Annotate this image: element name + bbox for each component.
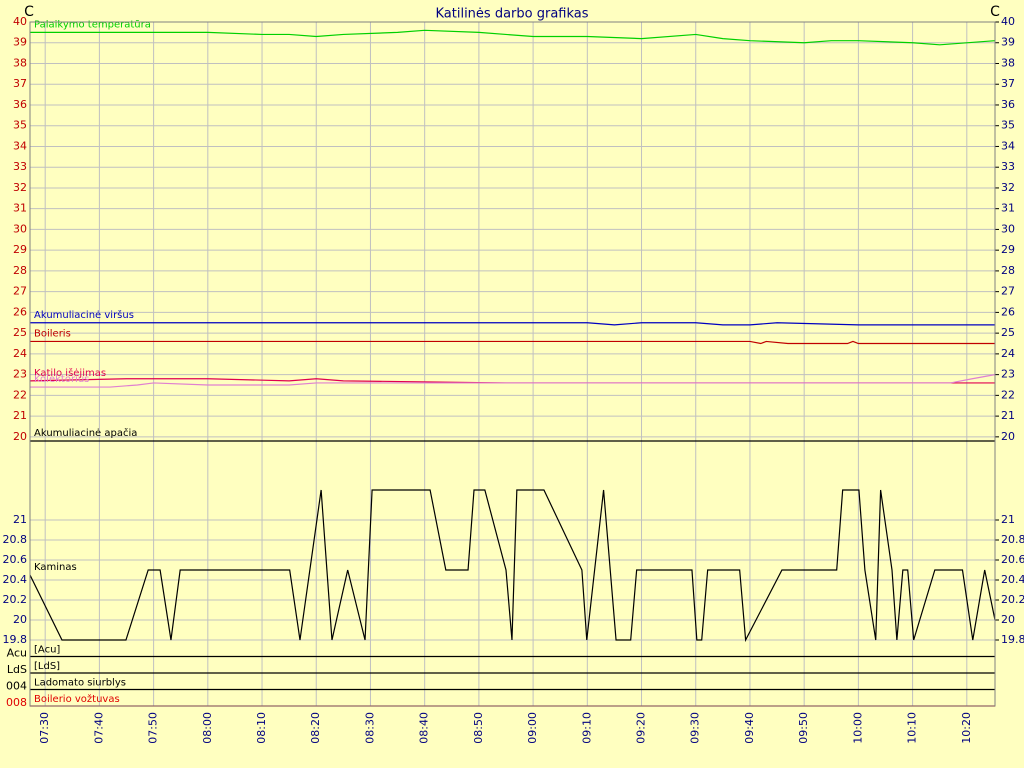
series-label: Akumuliacinė apačia — [34, 427, 137, 439]
plot-border — [29, 21, 996, 707]
y-tick-label: 30 — [13, 222, 27, 235]
row-axis-label: LdS — [7, 663, 27, 676]
y-tick-label: 21 — [13, 409, 27, 422]
x-tick-label: 08:30 — [363, 712, 376, 744]
series-label: Katilo išėjimas — [34, 367, 106, 379]
y2-tick-label: 21 — [1001, 409, 1015, 422]
y-tick-label: 33 — [13, 160, 27, 173]
y2-tick-label: 27 — [1001, 285, 1015, 298]
y-tick-label: 37 — [13, 77, 27, 90]
y-tick-label: 20 — [13, 613, 27, 626]
y2-tick-label: 23 — [1001, 368, 1015, 381]
x-tick-label: 08:20 — [309, 712, 322, 744]
x-tick-label: 08:10 — [255, 712, 268, 744]
y2-tick-label: 32 — [1001, 181, 1015, 194]
x-tick-label: 07:50 — [147, 712, 160, 744]
series-label: Boilerio vožtuvas — [34, 693, 120, 705]
x-tick-label: 09:50 — [797, 712, 810, 744]
series-label: Kaminas — [34, 562, 77, 573]
y-unit-right: C — [990, 4, 1000, 20]
y-tick-label: 19.8 — [3, 633, 28, 646]
y2-tick-label: 21 — [1001, 513, 1015, 526]
row-axis-label: 004 — [6, 680, 27, 693]
y2-tick-label: 24 — [1001, 347, 1015, 360]
y-tick-label: 34 — [13, 139, 27, 152]
x-tick-label: 09:40 — [743, 712, 756, 744]
y-tick-label: 32 — [13, 181, 27, 194]
x-tick-label: 10:10 — [906, 712, 919, 744]
y-tick-label: 20.4 — [3, 573, 28, 586]
series-line — [30, 29, 996, 46]
y-tick-label: 36 — [13, 98, 27, 111]
y-tick-label: 20.2 — [3, 593, 28, 606]
x-tick-label: 08:40 — [418, 712, 431, 744]
y-tick-label: 24 — [13, 347, 27, 360]
y-tick-label: 20.8 — [3, 533, 28, 546]
series-label: Ladomato siurblys — [34, 678, 126, 689]
chart-title: Katilinės darbo grafikas — [435, 7, 588, 22]
y2-tick-label: 30 — [1001, 222, 1015, 235]
y2-tick-label: 26 — [1001, 305, 1015, 318]
series-label: Palaikymo temperatūra — [34, 19, 151, 30]
y2-tick-label: 28 — [1001, 264, 1015, 277]
y-tick-label: 28 — [13, 264, 27, 277]
y-tick-label: 22 — [13, 388, 27, 401]
y2-tick-label: 34 — [1001, 139, 1015, 152]
y2-tick-label: 20.8 — [1001, 533, 1024, 546]
row-axis-label: Acu — [7, 647, 27, 660]
y2-tick-label: 37 — [1001, 77, 1015, 90]
x-tick-label: 07:40 — [92, 712, 105, 744]
x-tick-label: 07:30 — [38, 712, 51, 744]
y-tick-label: 31 — [13, 202, 27, 215]
x-tick-label: 10:20 — [960, 712, 973, 744]
x-tick-label: 08:50 — [472, 712, 485, 744]
y-tick-label: 23 — [13, 368, 27, 381]
series-label: Boileris — [34, 328, 71, 339]
y-tick-label: 38 — [13, 56, 27, 69]
x-tick-label: 09:10 — [580, 712, 593, 744]
x-tick-label: 08:00 — [201, 712, 214, 744]
y-tick-label: 25 — [13, 326, 27, 339]
x-tick-label: 09:30 — [689, 712, 702, 744]
y-tick-label: 35 — [13, 119, 27, 132]
x-tick-label: 10:00 — [851, 712, 864, 744]
y-tick-label: 20 — [13, 430, 27, 443]
series-line — [30, 322, 995, 326]
x-tick-label: 09:20 — [635, 712, 648, 744]
y2-tick-label: 31 — [1001, 202, 1015, 215]
y2-tick-label: 25 — [1001, 326, 1015, 339]
y2-tick-label: 33 — [1001, 160, 1015, 173]
y-tick-label: 21 — [13, 513, 27, 526]
series-label: [LdS] — [34, 661, 60, 672]
y-tick-label: 40 — [13, 15, 27, 28]
series-label: Kolektorius — [34, 374, 89, 385]
y2-tick-label: 20.2 — [1001, 593, 1024, 606]
y2-tick-label: 29 — [1001, 243, 1015, 256]
series-label: [Acu] — [34, 645, 60, 656]
y-unit-left: C — [24, 4, 34, 20]
series-line — [30, 374, 996, 388]
y2-tick-label: 35 — [1001, 119, 1015, 132]
y-tick-label: 39 — [13, 36, 27, 49]
y2-tick-label: 20.6 — [1001, 553, 1024, 566]
y-tick-label: 26 — [13, 305, 27, 318]
y2-tick-label: 39 — [1001, 36, 1015, 49]
y2-tick-label: 36 — [1001, 98, 1015, 111]
row-axis-label: 008 — [6, 696, 27, 709]
y2-tick-label: 40 — [1001, 15, 1015, 28]
series-label: Akumuliacinė viršus — [34, 309, 134, 321]
y-tick-label: 20.6 — [3, 553, 28, 566]
y2-tick-label: 19.8 — [1001, 633, 1024, 646]
y2-tick-label: 20 — [1001, 613, 1015, 626]
y2-tick-label: 38 — [1001, 56, 1015, 69]
x-tick-label: 09:00 — [526, 712, 539, 744]
series-line — [29, 489, 996, 643]
y2-tick-label: 22 — [1001, 388, 1015, 401]
y2-tick-label: 20 — [1001, 430, 1015, 443]
y2-tick-label: 20.4 — [1001, 573, 1024, 586]
y-tick-label: 29 — [13, 243, 27, 256]
series-line — [30, 340, 995, 345]
y-tick-label: 27 — [13, 285, 27, 298]
